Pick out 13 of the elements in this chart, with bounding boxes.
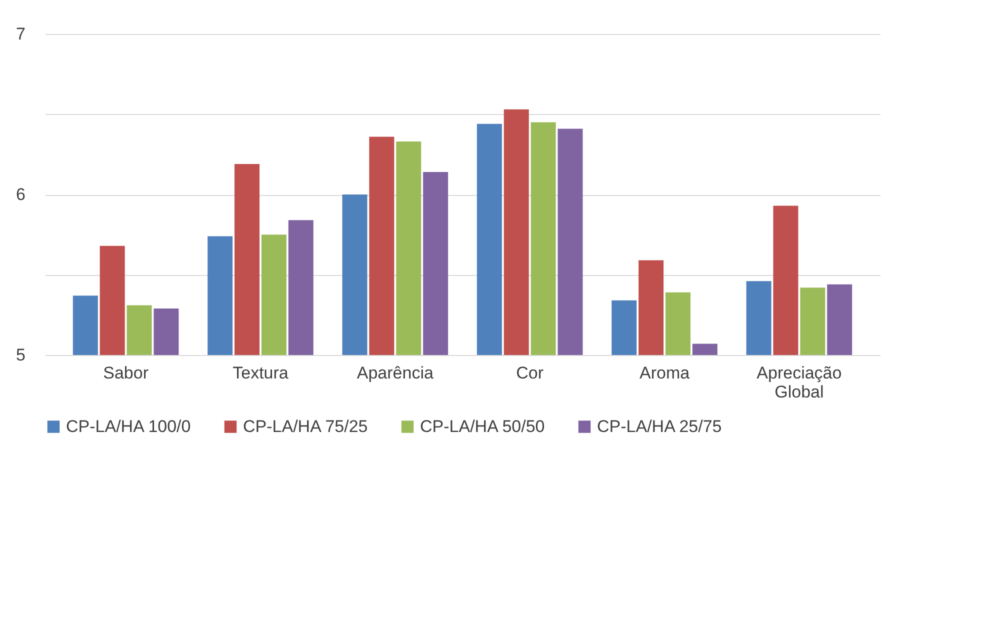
legend-label: CP-LA/HA 25/75 xyxy=(597,416,722,436)
x-tick-label: Sabor xyxy=(103,364,149,382)
x-tick-label: Textura xyxy=(232,364,289,382)
y-tick-label: 6 xyxy=(16,185,26,204)
legend-label: CP-LA/HA 75/25 xyxy=(243,416,368,436)
x-tick-label: Cor xyxy=(516,364,544,382)
legend-label: CP-LA/HA 100/0 xyxy=(66,416,191,436)
y-tick-label: 5 xyxy=(16,346,26,364)
x-tick-label: Apreciação Global xyxy=(756,364,842,402)
legend-label: CP-LA/HA 50/50 xyxy=(420,416,545,436)
y-tick-label: 7 xyxy=(16,24,26,44)
x-tick-label: Aroma xyxy=(639,364,690,382)
x-tick-label: Aparência xyxy=(356,364,434,382)
